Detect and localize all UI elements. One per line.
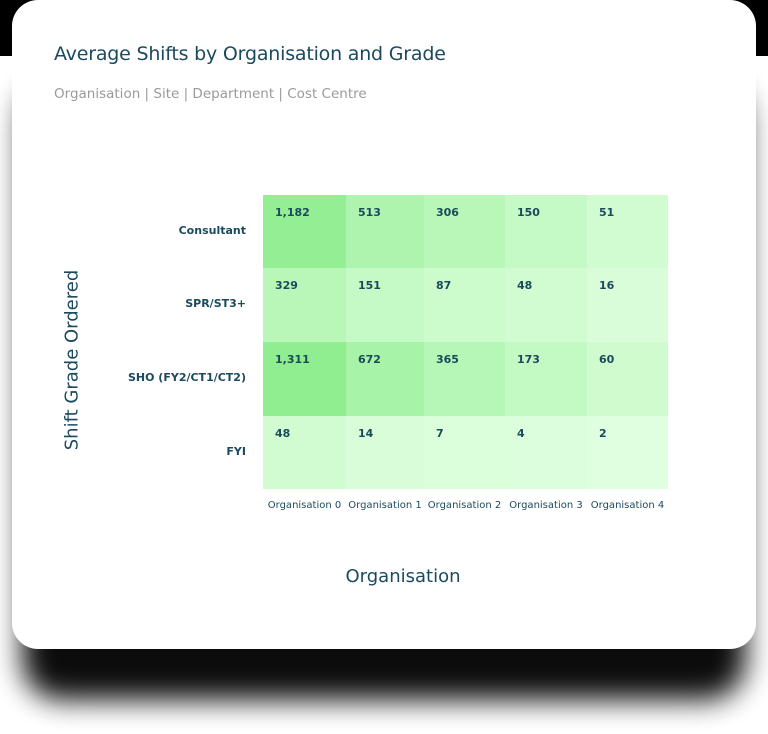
heatmap-cell[interactable]: 173 — [505, 342, 587, 416]
heatmap-cell[interactable]: 16 — [587, 268, 668, 342]
row-label: FYI — [226, 445, 246, 458]
heatmap-cell[interactable]: 48 — [505, 268, 587, 342]
row-label: Consultant — [178, 224, 246, 237]
heatmap-cell[interactable]: 60 — [587, 342, 668, 416]
column-label: Organisation 0 — [267, 500, 342, 511]
heatmap-cell[interactable]: 150 — [505, 195, 587, 268]
heatmap-cell[interactable]: 87 — [424, 268, 505, 342]
heatmap-cell[interactable]: 672 — [346, 342, 424, 416]
heatmap-cell[interactable]: 329 — [263, 268, 346, 342]
heatmap-cell[interactable]: 306 — [424, 195, 505, 268]
heatmap-cell[interactable]: 48 — [263, 416, 346, 489]
column-label: Organisation 4 — [590, 500, 665, 511]
heatmap-cell[interactable]: 1,311 — [263, 342, 346, 416]
x-axis-title: Organisation — [345, 566, 461, 587]
heatmap-cell[interactable]: 4 — [505, 416, 587, 489]
row-label: SPR/ST3+ — [185, 297, 246, 310]
heatmap-cell[interactable]: 151 — [346, 268, 424, 342]
heatmap-cell[interactable]: 1,182 — [263, 195, 346, 268]
heatmap-cell[interactable]: 14 — [346, 416, 424, 489]
column-label: Organisation 3 — [509, 500, 583, 511]
heatmap-cell[interactable]: 7 — [424, 416, 505, 489]
heatmap-cell[interactable]: 513 — [346, 195, 424, 268]
column-label: Organisation 1 — [348, 500, 422, 511]
heatmap-cell[interactable]: 2 — [587, 416, 668, 489]
row-label: SHO (FY2/CT1/CT2) — [128, 371, 246, 384]
column-label: Organisation 2 — [427, 500, 502, 511]
chart-title: Average Shifts by Organisation and Grade — [54, 43, 446, 65]
heatmap-cell[interactable]: 51 — [587, 195, 668, 268]
heatmap-cell[interactable]: 365 — [424, 342, 505, 416]
chart-subtitle: Organisation | Site | Department | Cost … — [54, 86, 367, 102]
